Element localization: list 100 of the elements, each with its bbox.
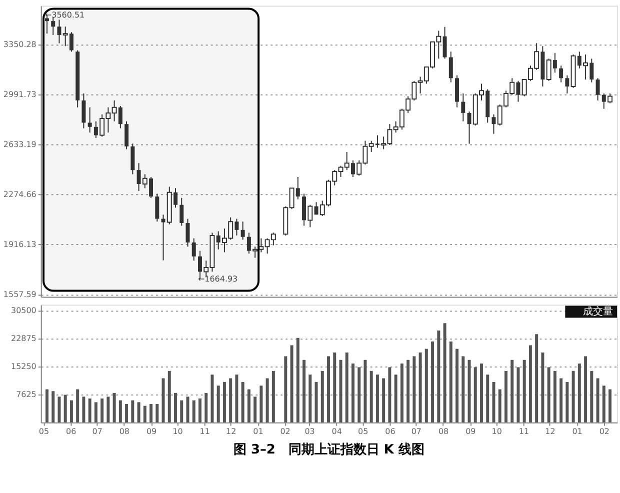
bar bbox=[394, 374, 398, 422]
candlestick bbox=[57, 19, 62, 44]
y-tick-label: 3350.28 bbox=[3, 40, 36, 50]
candlestick bbox=[51, 16, 56, 36]
bar bbox=[222, 382, 226, 422]
bar bbox=[560, 378, 563, 422]
bar bbox=[52, 391, 55, 422]
bar bbox=[186, 396, 190, 422]
x-tick-label: 03 bbox=[304, 426, 315, 436]
bar bbox=[235, 374, 238, 422]
candlestick bbox=[124, 120, 129, 150]
y-tick-label: 7625 bbox=[16, 390, 36, 399]
bar bbox=[480, 364, 483, 422]
x-tick-label: 05 bbox=[38, 426, 50, 436]
candlestick bbox=[596, 78, 600, 101]
x-tick-label: 10 bbox=[172, 426, 183, 436]
candlestick bbox=[192, 238, 196, 262]
bar bbox=[143, 406, 146, 422]
x-tick-label: 10 bbox=[492, 426, 502, 436]
bar bbox=[333, 352, 336, 422]
bar bbox=[229, 378, 232, 422]
bar bbox=[241, 382, 244, 422]
candlestick bbox=[492, 114, 496, 134]
bar bbox=[608, 389, 612, 422]
y-tick-label: 2274.66 bbox=[3, 190, 36, 199]
candlestick bbox=[559, 65, 564, 83]
bar bbox=[254, 396, 257, 422]
bar bbox=[474, 367, 477, 422]
bar bbox=[82, 396, 86, 422]
bar bbox=[424, 348, 428, 422]
bar bbox=[370, 370, 373, 422]
bar bbox=[486, 374, 490, 422]
candlestick bbox=[448, 51, 453, 83]
bar bbox=[137, 402, 140, 422]
x-tick-label: 12 bbox=[545, 426, 556, 436]
bar bbox=[456, 348, 459, 422]
bar bbox=[174, 392, 177, 422]
bar bbox=[516, 367, 520, 422]
bar bbox=[314, 382, 318, 422]
bar bbox=[528, 345, 532, 422]
candlestick bbox=[455, 74, 460, 108]
bar bbox=[302, 360, 306, 422]
bar bbox=[522, 360, 526, 422]
bar bbox=[345, 352, 348, 422]
bar bbox=[510, 360, 514, 422]
bar bbox=[547, 367, 550, 422]
candlestick bbox=[442, 26, 447, 60]
bar bbox=[412, 356, 416, 422]
x-tick-label: 02 bbox=[599, 426, 610, 436]
x-tick-label: 01 bbox=[572, 426, 582, 436]
bar bbox=[437, 330, 440, 422]
bar bbox=[320, 370, 324, 422]
annotation: ←3560.51 bbox=[44, 10, 85, 20]
x-tick-label: 05 bbox=[358, 426, 368, 436]
candlestick bbox=[130, 143, 135, 175]
y-tick-label: 1916.13 bbox=[3, 240, 36, 249]
bar bbox=[566, 382, 569, 422]
bar bbox=[376, 374, 379, 422]
bar bbox=[492, 382, 496, 422]
candlestick bbox=[240, 221, 245, 240]
bar bbox=[339, 360, 342, 422]
bar bbox=[468, 360, 471, 422]
bar bbox=[358, 367, 361, 422]
bar bbox=[449, 342, 452, 422]
bar bbox=[584, 356, 588, 422]
x-tick-label: 01 bbox=[253, 426, 264, 436]
y-tick-label: 2633.19 bbox=[3, 140, 36, 150]
bar bbox=[364, 360, 367, 422]
bar bbox=[150, 404, 153, 422]
annotation: 成交量 bbox=[583, 306, 614, 318]
x-tick-label: 06 bbox=[385, 426, 396, 436]
x-tick-label: 09 bbox=[466, 426, 476, 436]
bar bbox=[216, 386, 220, 422]
bar bbox=[100, 398, 104, 422]
bar bbox=[296, 338, 300, 422]
y-tick-label: 15250 bbox=[11, 362, 36, 371]
x-tick-label: 04 bbox=[332, 426, 342, 436]
bar bbox=[58, 396, 61, 422]
x-tick-label: 09 bbox=[146, 426, 157, 436]
bar bbox=[351, 364, 354, 422]
bar bbox=[418, 352, 422, 422]
y-tick-label: 22875 bbox=[11, 334, 36, 343]
candlestick bbox=[565, 74, 570, 94]
bar bbox=[45, 389, 48, 422]
candlestick bbox=[155, 193, 160, 222]
bar bbox=[443, 323, 446, 422]
bar bbox=[572, 370, 575, 422]
bar bbox=[118, 400, 122, 422]
bar bbox=[272, 370, 275, 422]
bar bbox=[596, 378, 600, 422]
bar bbox=[112, 392, 116, 422]
candlestick bbox=[82, 92, 86, 129]
text: 图 3–2 同期上证指数日 K 线图 bbox=[233, 442, 424, 458]
bar bbox=[64, 394, 67, 422]
x-tick-label: 07 bbox=[92, 426, 102, 436]
x-tick-label: 06 bbox=[66, 426, 76, 436]
bar bbox=[308, 374, 312, 422]
bar bbox=[210, 374, 214, 422]
bar bbox=[553, 370, 556, 422]
bar bbox=[94, 402, 98, 422]
